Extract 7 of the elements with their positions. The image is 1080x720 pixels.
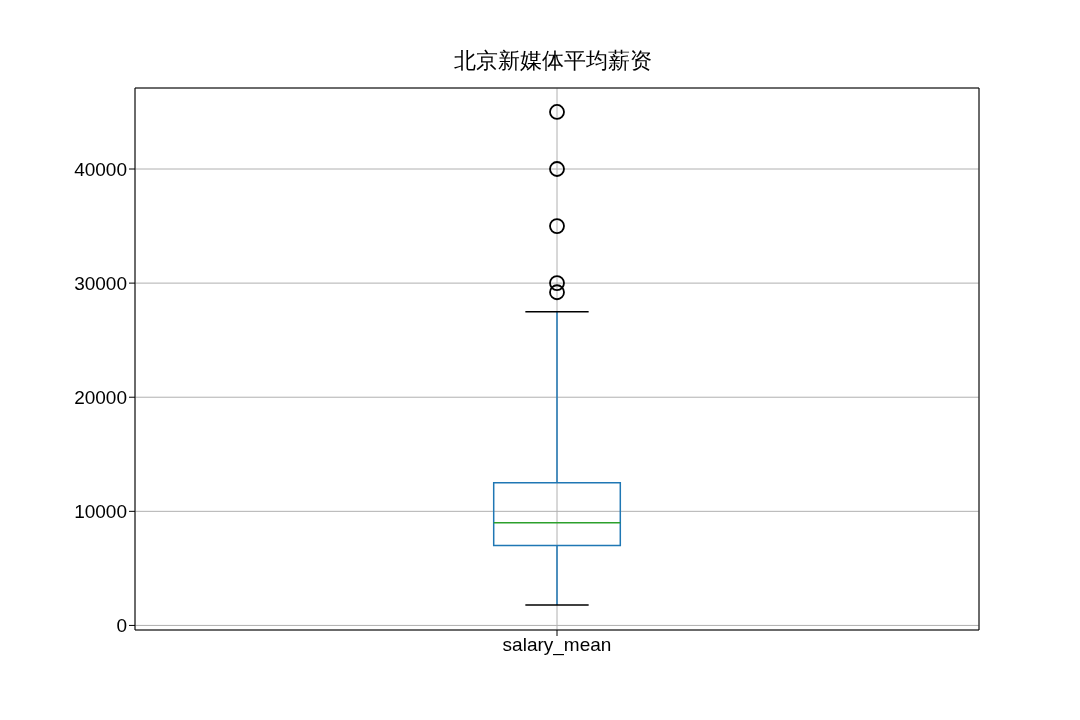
y-tick-label: 20000: [74, 386, 127, 408]
y-tick-label: 40000: [74, 158, 127, 180]
chart-title: 北京新媒体平均薪资: [453, 47, 653, 75]
y-tick-label: 0: [116, 615, 127, 637]
y-tick-label: 30000: [74, 272, 127, 294]
x-tick-label: salary_mean: [502, 634, 612, 657]
y-tick-label: 10000: [74, 501, 127, 523]
